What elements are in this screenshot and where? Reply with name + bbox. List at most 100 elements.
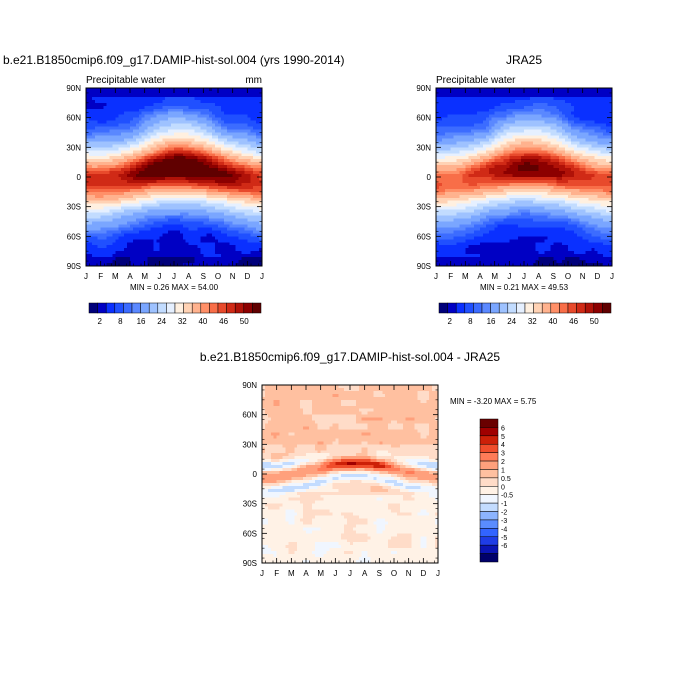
heatmap-cell [197,218,201,222]
heatmap-cell [223,174,228,178]
heatmap-cell [159,236,163,240]
heatmap-cell [197,233,201,237]
heatmap-cell [147,168,151,172]
heatmap-cell [247,242,251,246]
heatmap-cell [106,114,110,119]
heatmap-cell [121,188,125,193]
heatmap-cell [115,197,119,202]
heatmap-cell [456,260,460,264]
heatmap-cell [450,179,454,184]
heatmap-cell [147,215,151,219]
heatmap-cell [218,203,222,208]
heatmap-cell [106,150,110,154]
heatmap-cell [147,200,151,205]
heatmap-cell [488,120,493,124]
heatmap-cell [94,233,99,237]
heatmap-cell [447,218,452,222]
heatmap-cell [238,162,242,166]
heatmap-cell [491,171,496,175]
heatmap-cell [480,108,484,113]
heatmap-cell [247,203,251,208]
heatmap-cell [436,168,440,172]
heatmap-cell [456,141,460,145]
heatmap-cell [162,99,166,104]
heatmap-cell [130,114,134,119]
heatmap-cell [468,165,472,169]
heatmap-cell [206,177,210,181]
heatmap-cell [127,114,131,119]
heatmap-cell [124,179,128,184]
heatmap-cell [212,108,216,113]
heatmap-cell [100,200,104,205]
heatmap-cell [144,159,148,163]
heatmap-cell [130,200,134,205]
heatmap-cell [127,108,131,113]
heatmap-cell [115,165,119,169]
heatmap-cell [494,105,498,110]
heatmap-cell [209,230,213,234]
heatmap-cell [203,257,207,261]
heatmap-cell [250,209,254,213]
heatmap-cell [194,224,198,228]
heatmap-cell [480,90,484,95]
heatmap-cell [91,197,96,202]
heatmap-cell [88,194,93,199]
heatmap-cell [209,177,213,181]
heatmap-cell [212,221,216,225]
heatmap-cell [91,221,96,225]
heatmap-cell [226,227,231,231]
heatmap-cell [194,227,198,231]
heatmap-cell [141,96,146,101]
heatmap-cell [459,93,463,98]
heatmap-cell [185,138,190,142]
heatmap-cell [244,159,248,163]
heatmap-cell [200,132,204,136]
heatmap-cell [135,162,140,166]
heatmap-cell [147,254,151,258]
heatmap-cell [118,203,122,208]
heatmap-cell [112,224,116,228]
heatmap-cell [212,188,216,193]
heatmap-cell [150,150,154,154]
heatmap-cell [488,233,493,237]
heatmap-cell [88,236,93,240]
colorbar-label: 16 [137,317,146,326]
heatmap-cell [106,185,110,190]
heatmap-cell [232,120,236,124]
heatmap-cell [162,144,166,148]
heatmap-cell [185,117,190,122]
heatmap-cell [191,88,195,92]
heatmap-cell [135,171,140,175]
heatmap-cell [91,174,96,178]
heatmap-cell [179,111,184,116]
heatmap-cell [241,212,245,216]
heatmap-cell [215,102,219,107]
heatmap-cell [156,209,160,213]
heatmap-cell [121,191,125,196]
heatmap-cell [247,123,251,127]
heatmap-cell [124,212,128,216]
heatmap-cell [100,159,104,163]
heatmap-cell [88,245,93,249]
heatmap-cell [438,227,443,231]
heatmap-cell [456,147,460,151]
panel-units: mm [245,75,262,86]
heatmap-cell [153,233,157,237]
heatmap-cell [112,93,116,98]
heatmap-cell [438,93,443,98]
heatmap-cell [88,185,93,190]
heatmap-cell [259,135,263,139]
heatmap-cell [247,212,251,216]
heatmap-cell [147,123,151,127]
heatmap-cell [191,129,195,133]
heatmap-cell [209,221,213,225]
heatmap-cell [250,200,254,205]
heatmap-cell [86,99,90,104]
heatmap-cell [474,96,478,101]
heatmap-cell [115,135,119,139]
heatmap-cell [471,102,475,107]
heatmap-cell [176,88,181,92]
heatmap-cell [150,260,154,264]
heatmap-cell [259,233,263,237]
heatmap-cell [171,245,175,249]
